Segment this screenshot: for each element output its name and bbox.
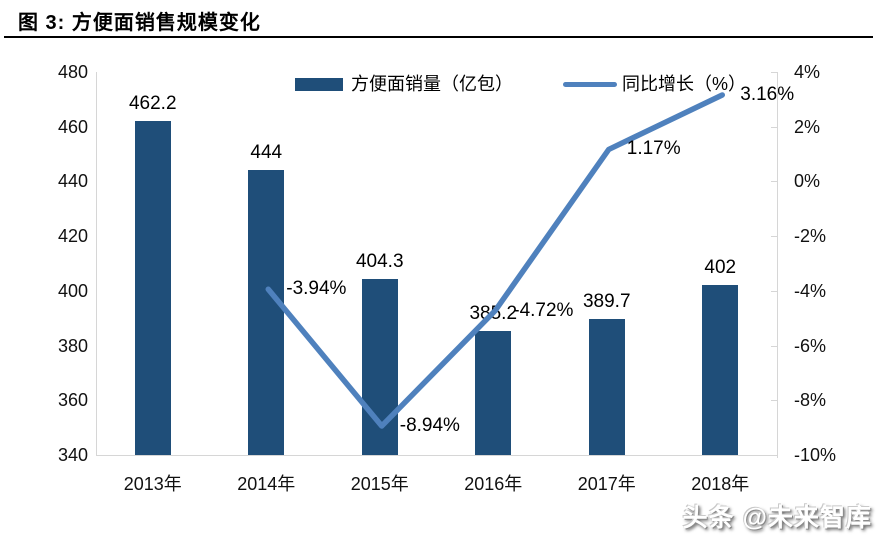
x-axis-category-label: 2018年: [691, 474, 750, 494]
bar-value-label: 462.2: [128, 92, 177, 114]
growth-point-label: -4.72%: [513, 299, 574, 321]
legend-bar-label: 方便面销量（亿包）: [351, 74, 513, 94]
right-axis-tick-label: -2%: [794, 226, 827, 247]
legend-bar-swatch-icon: [295, 78, 343, 91]
left-axis-tick-label: 440: [57, 171, 88, 192]
left-axis-line: [96, 72, 97, 455]
x-axis-category-label: 2015年: [350, 474, 409, 494]
bar-value-label: 402: [704, 257, 737, 279]
left-axis-tick-label: 340: [57, 445, 88, 465]
bar-value-label: 389.7: [582, 291, 631, 313]
left-axis-tick-label: 380: [57, 335, 88, 356]
right-axis-tick: [771, 181, 777, 183]
right-axis-tick-label: -4%: [794, 280, 827, 301]
right-axis-tick-label: -6%: [794, 335, 827, 356]
legend-line-swatch-icon: [563, 82, 617, 87]
sales-bar: [248, 170, 285, 455]
x-axis-category-label: 2016年: [464, 474, 523, 494]
right-axis-tick: [771, 126, 777, 128]
right-axis-tick: [771, 455, 777, 456]
watermark: 头条 @未来智库: [682, 504, 872, 532]
x-axis-category-label: 2017年: [577, 474, 636, 494]
right-axis-tick-label: 2%: [794, 116, 821, 137]
right-axis-tick: [771, 72, 777, 73]
right-axis-tick: [771, 400, 777, 402]
title-divider: [4, 36, 873, 38]
left-axis-tick-label: 480: [57, 62, 88, 82]
bar-value-label: 404.3: [355, 251, 404, 273]
sales-bar: [134, 120, 171, 455]
sales-bar: [588, 319, 625, 455]
right-axis-tick-label: -8%: [794, 390, 827, 411]
right-axis-tick: [771, 345, 777, 347]
right-axis-line: [777, 72, 778, 458]
legend-line-label: 同比增长（%）: [622, 74, 747, 94]
bar-value-label: 444: [250, 142, 283, 164]
left-axis-tick-label: 360: [57, 390, 88, 411]
sales-bar: [702, 285, 739, 455]
right-axis-tick: [771, 236, 777, 238]
left-axis-tick-label: 420: [57, 226, 88, 247]
figure-title: 图 3: 方便面销售规模变化: [18, 12, 261, 34]
growth-polyline: [265, 92, 725, 429]
x-axis-line: [96, 455, 777, 456]
growth-point-label: -3.94%: [286, 278, 347, 300]
growth-point-label: 3.16%: [740, 83, 795, 105]
x-axis-category-label: 2014年: [237, 474, 296, 494]
x-axis-category-label: 2013年: [123, 474, 182, 494]
growth-point-label: 1.17%: [626, 138, 681, 160]
right-axis-tick: [771, 290, 777, 292]
growth-point-label: -8.94%: [399, 415, 460, 436]
left-axis-tick-label: 400: [57, 280, 88, 301]
right-axis-tick-label: 4%: [794, 62, 821, 82]
right-axis-tick-label: 0%: [794, 171, 821, 192]
right-axis-tick-label: -10%: [794, 445, 837, 465]
left-axis-tick-label: 460: [57, 116, 88, 137]
sales-bar: [475, 331, 512, 455]
